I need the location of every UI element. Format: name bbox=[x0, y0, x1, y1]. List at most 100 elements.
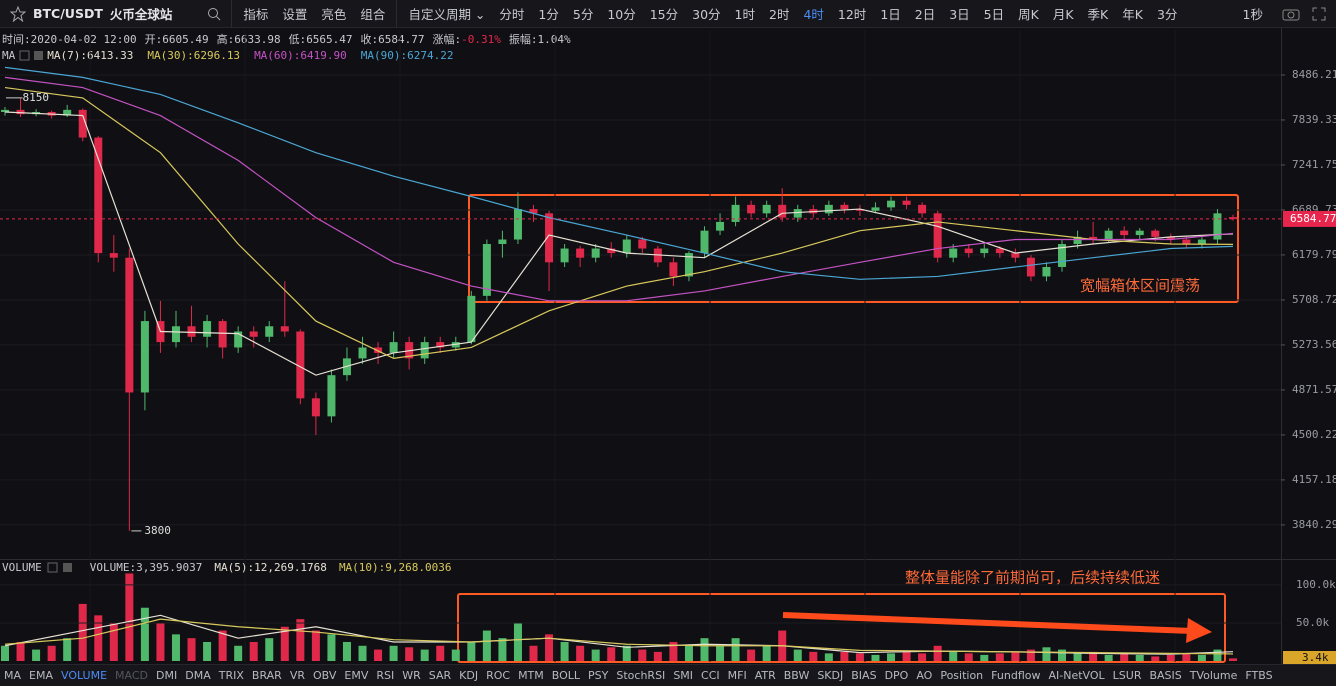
info-value: -0.31% bbox=[461, 33, 501, 46]
refresh-rate[interactable]: 1秒 bbox=[1242, 7, 1263, 22]
fullscreen-icon[interactable] bbox=[1312, 7, 1326, 21]
period[interactable]: 2日 bbox=[914, 7, 936, 22]
indicator[interactable]: EMV bbox=[344, 669, 369, 682]
volume-bar bbox=[32, 649, 41, 661]
candle-body bbox=[995, 248, 1004, 254]
period[interactable]: 5分 bbox=[572, 7, 594, 22]
indicator[interactable]: FTBS bbox=[1245, 669, 1273, 682]
volume-bar bbox=[327, 634, 336, 661]
indicator[interactable]: SMI bbox=[673, 669, 694, 682]
period[interactable]: 12时 bbox=[837, 7, 867, 22]
period[interactable]: 15分 bbox=[649, 7, 679, 22]
candle-body bbox=[78, 109, 87, 138]
indicator[interactable]: BRAR bbox=[251, 669, 282, 682]
indicator[interactable]: LSUR bbox=[1112, 669, 1142, 682]
volume-bar bbox=[576, 645, 585, 661]
period[interactable]: 周K bbox=[1018, 7, 1039, 22]
last-volume-label: 3.4k bbox=[1302, 651, 1329, 664]
separator bbox=[231, 0, 233, 28]
volume-bar bbox=[716, 645, 725, 661]
candle-body bbox=[203, 321, 212, 337]
candle-body bbox=[420, 342, 429, 359]
indicator[interactable]: StochRSI bbox=[616, 669, 666, 682]
indicator[interactable]: MTM bbox=[518, 669, 544, 682]
period[interactable]: 1日 bbox=[880, 7, 901, 22]
period[interactable]: 月K bbox=[1052, 7, 1074, 22]
indicator[interactable]: SAR bbox=[428, 669, 452, 682]
indicator[interactable]: DMA bbox=[185, 669, 211, 682]
volume-bar bbox=[218, 630, 227, 661]
indicator[interactable]: AO bbox=[916, 669, 933, 682]
period[interactable]: 分时 bbox=[499, 7, 525, 22]
volume-ma-legend: MA(10):9,268.0036 bbox=[339, 561, 452, 574]
volume-bar bbox=[389, 645, 398, 661]
period[interactable]: 3分 bbox=[1156, 7, 1178, 22]
candle-body bbox=[855, 209, 864, 211]
indicator[interactable]: Fundflow bbox=[991, 669, 1041, 682]
candle-body bbox=[16, 109, 25, 115]
symbol[interactable]: BTC/USDT bbox=[33, 6, 103, 21]
period[interactable]: 3日 bbox=[949, 7, 970, 22]
indicator[interactable]: VOLUME bbox=[60, 669, 108, 682]
y-tick-label: 4157.18 bbox=[1292, 473, 1336, 486]
period[interactable]: 年K bbox=[1122, 7, 1143, 22]
star-icon[interactable] bbox=[10, 5, 26, 22]
period[interactable]: 5日 bbox=[983, 7, 1005, 22]
candle-body bbox=[1089, 236, 1098, 240]
camera-icon[interactable] bbox=[1282, 7, 1300, 21]
indicator[interactable]: PSY bbox=[588, 669, 609, 682]
indicator[interactable]: BBW bbox=[783, 669, 810, 682]
indicator[interactable]: VR bbox=[289, 669, 305, 682]
volume-bar bbox=[560, 641, 569, 661]
volume-bar bbox=[762, 645, 771, 661]
period[interactable]: 1分 bbox=[538, 7, 559, 22]
indicator[interactable]: TVolume bbox=[1189, 669, 1238, 682]
y-tick-label: 7241.75 bbox=[1292, 158, 1336, 171]
info-label: 时间: bbox=[2, 33, 31, 46]
search-icon[interactable] bbox=[207, 7, 221, 21]
indicator[interactable]: SKDJ bbox=[817, 669, 844, 682]
indicator[interactable]: DPO bbox=[884, 669, 909, 682]
indicator[interactable]: Position bbox=[940, 669, 984, 682]
period-menu[interactable]: 自定义周期 ⌄ bbox=[408, 7, 486, 22]
period[interactable]: 4时 bbox=[803, 7, 824, 22]
period[interactable]: 2时 bbox=[769, 7, 790, 22]
volume-bar bbox=[545, 634, 554, 661]
candle-body bbox=[265, 326, 274, 337]
volume-bar bbox=[949, 651, 958, 661]
indicator[interactable]: MFI bbox=[727, 669, 747, 682]
indicator[interactable]: RSI bbox=[376, 669, 395, 682]
indicator[interactable]: BOLL bbox=[551, 669, 581, 682]
period[interactable]: 10分 bbox=[607, 7, 636, 22]
ma-line bbox=[4, 618, 1234, 655]
volume-bar bbox=[1120, 653, 1129, 661]
candle-body bbox=[778, 204, 787, 218]
period[interactable]: 季K bbox=[1087, 7, 1109, 22]
indicator[interactable]: KDJ bbox=[459, 669, 479, 682]
indicator[interactable]: BASIS bbox=[1149, 669, 1182, 682]
volume-bar bbox=[684, 645, 693, 661]
indicator[interactable]: CCI bbox=[701, 669, 720, 682]
tool-button[interactable]: 亮色 bbox=[321, 7, 347, 22]
indicator[interactable]: ROC bbox=[486, 669, 511, 682]
info-label: 低: bbox=[289, 33, 307, 46]
tool-button[interactable]: 指标 bbox=[243, 7, 269, 22]
indicator[interactable]: BIAS bbox=[851, 669, 877, 682]
candle-body bbox=[1, 109, 9, 113]
period[interactable]: 30分 bbox=[692, 7, 721, 22]
indicator[interactable]: AI-NetVOL bbox=[1048, 669, 1105, 682]
indicator[interactable]: ATR bbox=[754, 669, 776, 682]
indicator[interactable]: MACD bbox=[115, 669, 149, 682]
tool-button[interactable]: 组合 bbox=[360, 7, 386, 22]
period[interactable]: 1时 bbox=[734, 7, 755, 22]
tool-button[interactable]: 设置 bbox=[282, 7, 308, 22]
indicator[interactable]: EMA bbox=[29, 669, 53, 682]
volume-bar bbox=[63, 638, 72, 661]
candle-body bbox=[980, 248, 989, 254]
indicator[interactable]: TRIX bbox=[218, 669, 244, 682]
indicator[interactable]: MA bbox=[4, 669, 22, 682]
indicator[interactable]: OBV bbox=[313, 669, 337, 682]
volume-bar bbox=[964, 653, 973, 661]
indicator[interactable]: WR bbox=[402, 669, 421, 682]
indicator[interactable]: DMI bbox=[156, 669, 178, 682]
